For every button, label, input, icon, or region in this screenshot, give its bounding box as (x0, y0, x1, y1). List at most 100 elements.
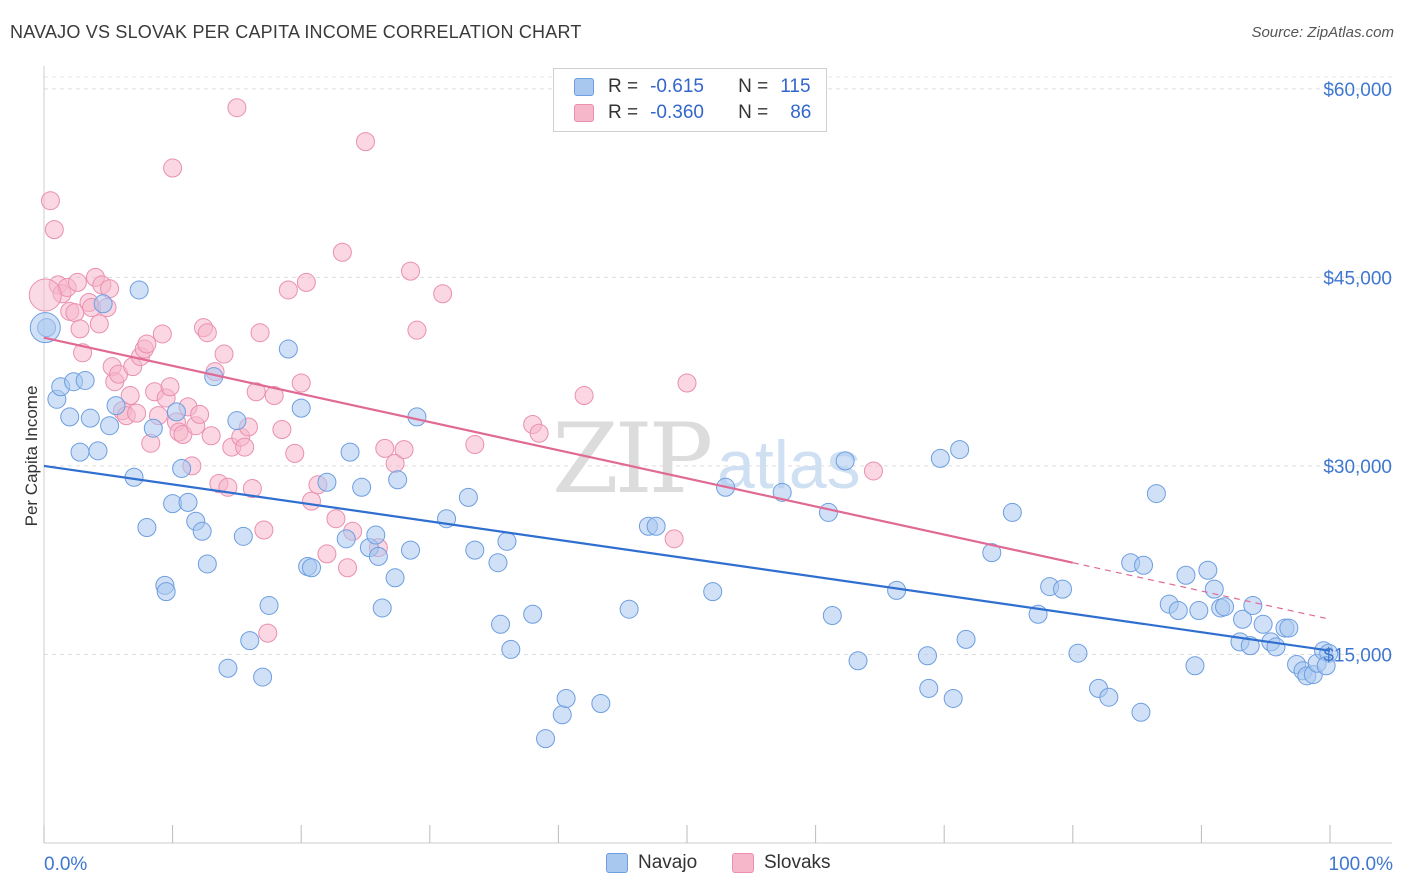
slovak-point (70, 319, 90, 339)
navajo-point (1146, 484, 1166, 504)
slovak-point (254, 520, 274, 540)
slovak-point (227, 98, 247, 118)
navajo-point (233, 526, 253, 546)
navajo-point (488, 553, 508, 573)
navajo-point (458, 487, 478, 507)
navajo-point (156, 582, 176, 602)
slovak-n-value: 86 (790, 102, 812, 123)
y-tick-label: $30,000 (1323, 457, 1392, 478)
slovak-point (317, 544, 337, 564)
navajo-point (1185, 656, 1205, 676)
trend-lines (43, 336, 1331, 652)
navajo-point (1316, 656, 1336, 676)
slovak-point (120, 386, 140, 406)
slovak-point (250, 323, 270, 343)
navajo-point (536, 729, 556, 749)
navajo-point (366, 525, 386, 545)
navajo-point (919, 678, 939, 698)
navajo-r-label: R = (608, 76, 639, 97)
slovak-n-label: N = (738, 102, 769, 123)
slovak-point (863, 461, 883, 481)
navajo-point (166, 402, 186, 422)
navajo-point (950, 440, 970, 460)
slovak-point (677, 373, 697, 393)
navajo-point (1131, 702, 1151, 722)
navajo-point (80, 408, 100, 428)
slovak-point (272, 419, 292, 439)
navajo-point (523, 604, 543, 624)
navajo-point (552, 705, 572, 725)
navajo-point (1168, 600, 1188, 620)
navajo-point (143, 418, 163, 438)
navajo-point (301, 558, 321, 578)
navajo-point (1204, 579, 1224, 599)
navajo-point (930, 448, 950, 468)
navajo-swatch (574, 78, 594, 96)
slovak-r-value: -0.360 (650, 102, 704, 123)
slovak-point (160, 377, 180, 397)
navajo-legend-label: Navajo (638, 852, 698, 873)
slovak-point (296, 272, 316, 292)
navajo-point (501, 639, 521, 659)
slovak-point (89, 314, 109, 334)
navajo-point (227, 411, 247, 431)
slovak-point (214, 344, 234, 364)
navajo-point (822, 605, 842, 625)
slovak-point (242, 479, 262, 499)
navajo-point (1279, 618, 1299, 638)
x-tick-label-min: 0.0% (44, 854, 87, 875)
slovak-point (40, 191, 60, 211)
y-axis-label: Per Capita Income (22, 386, 41, 527)
navajo-point (336, 529, 356, 549)
navajo-point (29, 312, 61, 344)
navajo-point (93, 294, 113, 314)
navajo-point (137, 518, 157, 538)
slovak-legend-label: Slovaks (764, 852, 831, 873)
navajo-point (703, 582, 723, 602)
slovak-point (332, 242, 352, 262)
y-tick-label: $60,000 (1323, 80, 1392, 101)
navajo-point (772, 482, 792, 502)
slovak-point (529, 423, 549, 443)
navajo-point (178, 492, 198, 512)
navajo-point (465, 540, 485, 560)
slovak-point (337, 558, 357, 578)
navajo-point (848, 651, 868, 671)
navajo-point (917, 646, 937, 666)
slovak-swatch (574, 104, 594, 122)
watermark-zip: ZIP (552, 403, 711, 515)
navajo-point (340, 442, 360, 462)
navajo-point (352, 477, 372, 497)
navajo-point (401, 540, 421, 560)
slovak-point (73, 343, 93, 363)
slovak-point (465, 435, 485, 455)
navajo-point (1240, 636, 1260, 656)
navajo-point (1243, 595, 1263, 615)
slovak-point (394, 440, 414, 460)
slovak-point (246, 382, 266, 402)
navajo-point (259, 595, 279, 615)
navajo-point (253, 667, 273, 687)
slovak-point (258, 623, 278, 643)
navajo-point (291, 398, 311, 418)
slovak-trend-line (43, 336, 1074, 564)
slovak-point (163, 158, 183, 178)
tick-labels: $15,000 $30,000 $45,000 $60,000 0.0% 100.0% (44, 80, 1393, 875)
navajo-point (956, 629, 976, 649)
slovak-point (278, 280, 298, 300)
slovak-point (664, 529, 684, 549)
correlation-legend: R = -0.615 N = 115 R = -0.360 N = 86 (553, 68, 827, 132)
navajo-point (192, 521, 212, 541)
chart-title: NAVAJO VS SLOVAK PER CAPITA INCOME CORRE… (10, 22, 582, 42)
navajo-point (943, 688, 963, 708)
navajo-point (497, 531, 517, 551)
navajo-point (317, 472, 337, 492)
slovak-point (201, 426, 221, 446)
slovak-point (375, 438, 395, 458)
navajo-point (88, 441, 108, 461)
navajo-point (491, 614, 511, 634)
navajo-n-value: 115 (780, 76, 811, 97)
navajo-point (240, 631, 260, 651)
navajo-point (70, 442, 90, 462)
